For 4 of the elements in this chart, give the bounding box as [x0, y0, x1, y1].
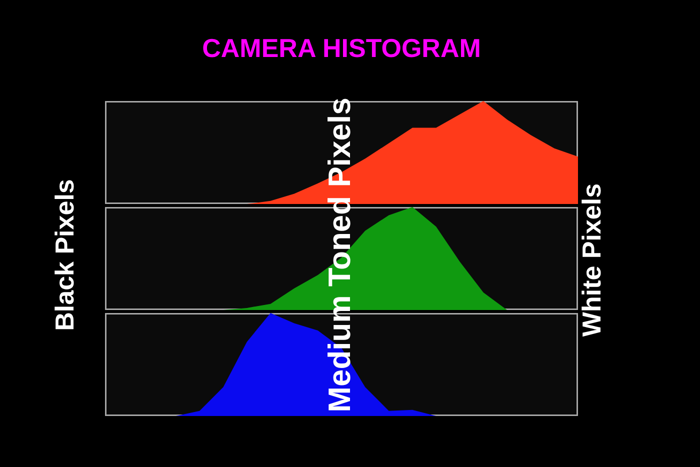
annotation: White Pixels — [576, 183, 608, 337]
chart-title: CAMERA HISTOGRAM — [201, 33, 482, 64]
text: Black Pixels — [50, 179, 80, 331]
annotation: Medium Toned Pixels — [322, 98, 358, 412]
